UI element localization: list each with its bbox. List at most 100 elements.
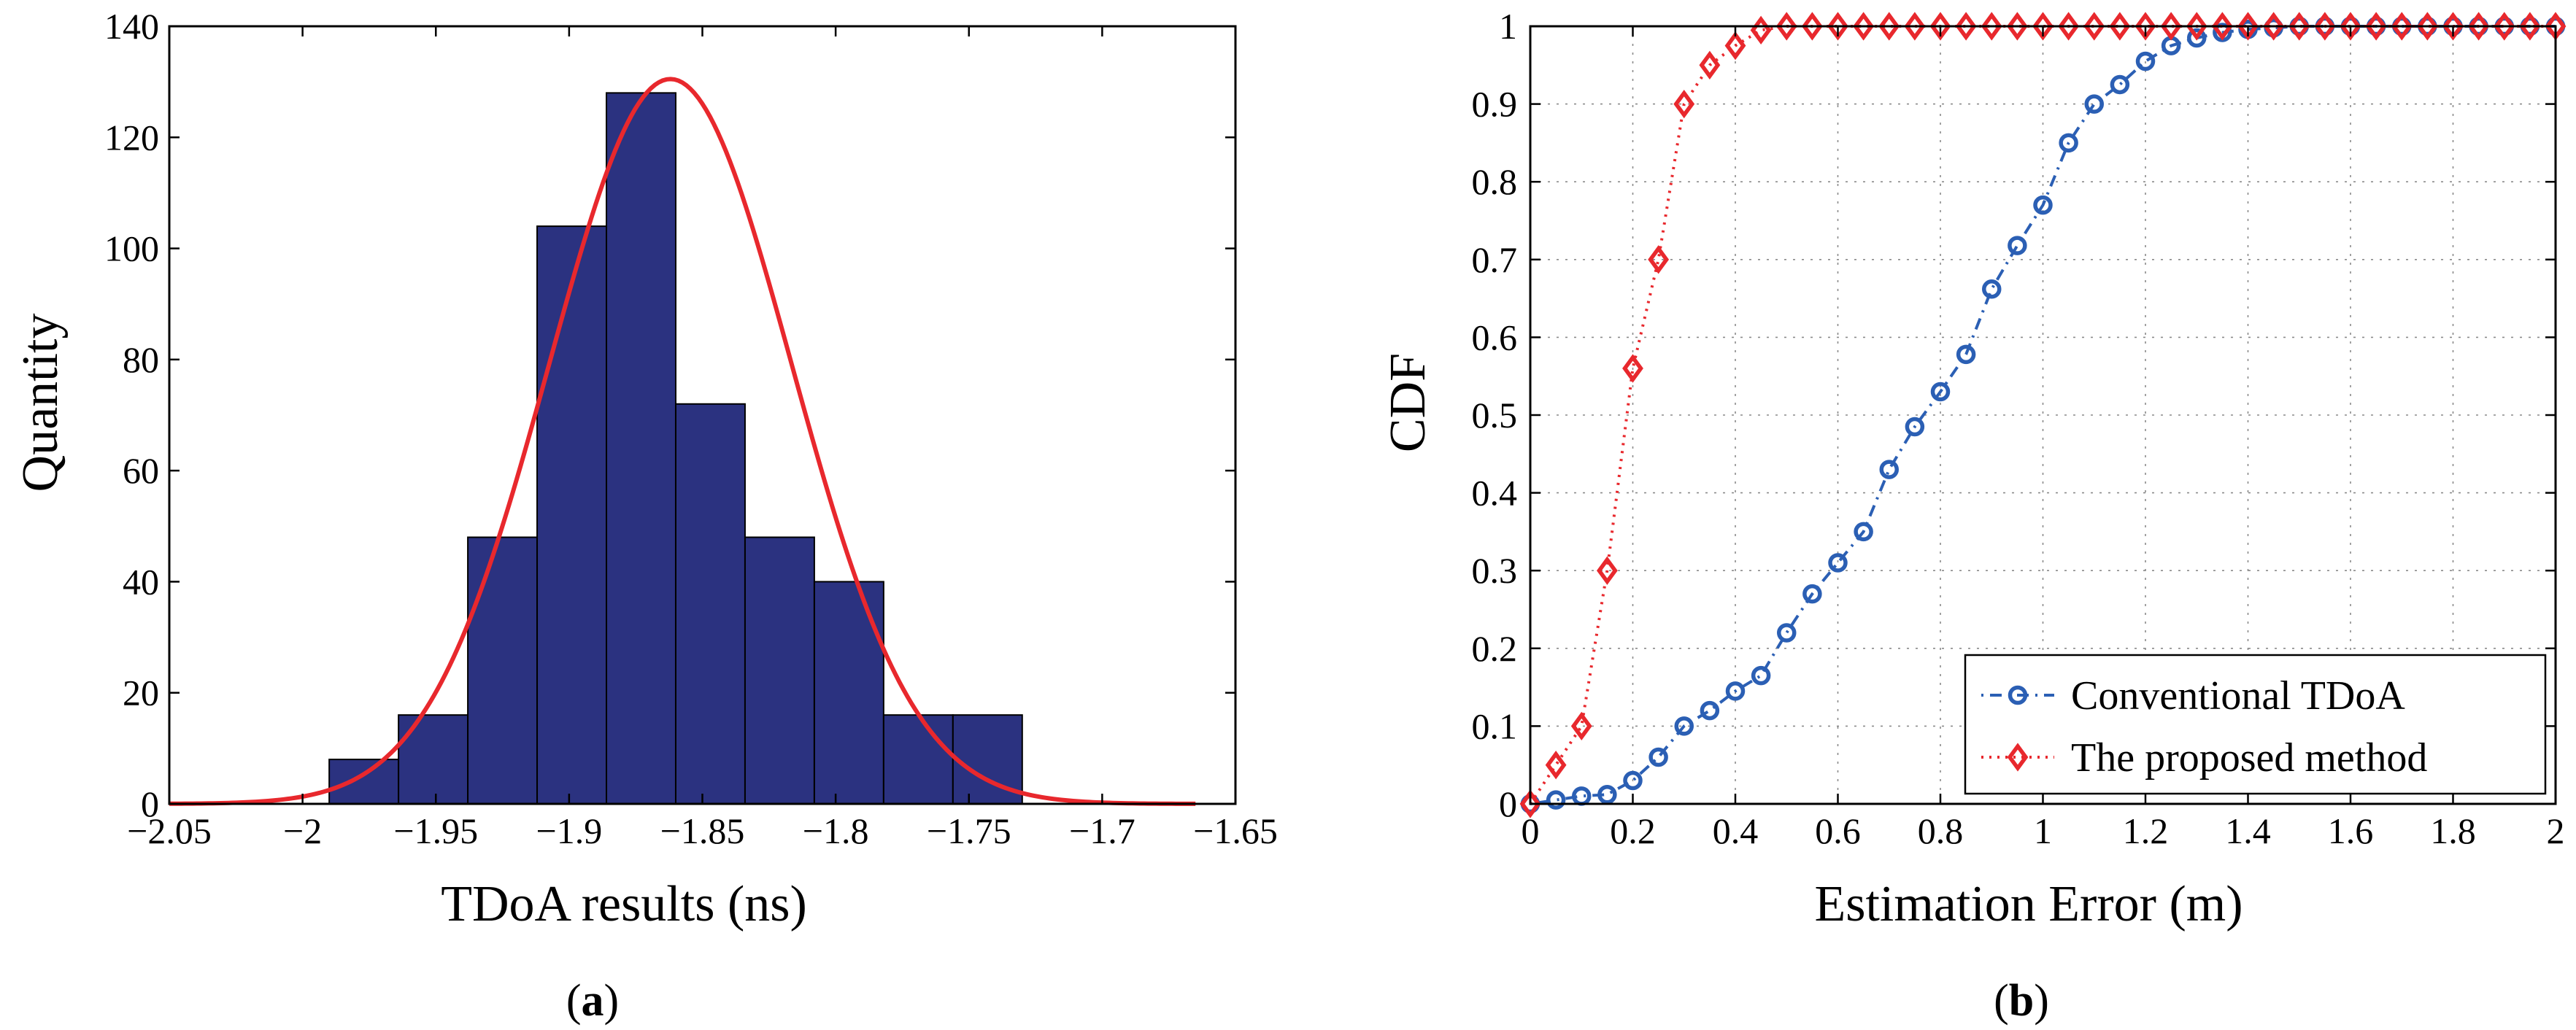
x-tick-label: 1 [2034, 810, 2052, 851]
y-tick-label: 0.4 [1472, 473, 1518, 514]
data-point-circle [2187, 28, 2207, 48]
data-point-diamond [1750, 15, 1772, 44]
panel-label-close: ) [604, 976, 620, 1026]
x-tick-label: 0 [1522, 810, 1540, 851]
panel-label-open: ( [1994, 976, 2009, 1026]
data-point-diamond [1878, 12, 1900, 41]
data-point-diamond [2519, 12, 2541, 41]
histogram-bar [536, 225, 608, 805]
x-axis-label: TDoA results (ns) [441, 876, 807, 932]
data-point-diamond [1570, 711, 1592, 741]
x-tick-label: −2.05 [127, 810, 212, 851]
y-tick-label: 100 [104, 228, 159, 269]
legend-entry-proposed-method: The proposed method [1981, 735, 2427, 781]
data-point-circle [1623, 770, 1643, 791]
legend-marker-diamond [2007, 743, 2029, 772]
data-point-circle [1982, 279, 2002, 299]
data-point-diamond [2340, 12, 2361, 41]
data-point-diamond [2391, 12, 2413, 41]
histogram-bar [467, 536, 539, 805]
data-point-diamond [1929, 12, 1951, 41]
data-point-diamond [2416, 12, 2438, 41]
normal-fit-line [169, 77, 1196, 806]
x-tick-label: 0.8 [1918, 810, 1964, 851]
legend-label: The proposed method [2071, 735, 2427, 781]
x-tick-label: −1.75 [927, 810, 1011, 851]
histogram-bar [813, 581, 884, 805]
y-tick-label: 0.6 [1472, 317, 1518, 357]
x-tick-label: −1.9 [536, 810, 603, 851]
fit-curve [169, 77, 1196, 806]
x-tick-label: 0.4 [1713, 810, 1759, 851]
data-point-diamond [1622, 354, 1643, 383]
data-point-circle [2033, 195, 2053, 215]
data-point-diamond [1545, 751, 1567, 780]
data-point-diamond [2468, 12, 2490, 41]
data-point-diamond [2083, 12, 2105, 41]
y-tick-label: 60 [123, 450, 159, 491]
x-tick-label: 0.2 [1610, 810, 1656, 851]
x-tick-label: −1.95 [393, 810, 478, 851]
x-tick-label: 1.4 [2225, 810, 2271, 851]
data-point-diamond [1724, 31, 1746, 61]
data-point-circle [2084, 94, 2104, 114]
x-tick-label: 0.6 [1815, 810, 1861, 851]
data-point-circle [1879, 460, 1899, 479]
histogram-panel: Quantity TDoA results (ns) −2.05 −2 −1.95−… [12, 6, 1278, 1026]
data-point-diamond [1904, 12, 1926, 41]
data-point-diamond [1801, 12, 1823, 41]
legend: Conventional TDoA The proposed method [1964, 654, 2547, 795]
data-point-diamond [2288, 12, 2310, 41]
histogram-bar [606, 92, 676, 805]
panel-label-a: (a) [566, 976, 619, 1026]
data-point-circle [1700, 700, 1720, 721]
data-point-diamond [2135, 12, 2156, 41]
y-tick-label: 140 [104, 6, 159, 47]
y-tick-label: 40 [123, 561, 159, 602]
x-axis-label: Estimation Error (m) [1814, 876, 2243, 932]
y-tick-label: 0 [141, 783, 159, 824]
x-tick-label: −1.7 [1069, 810, 1135, 851]
y-tick-label: 0.2 [1472, 628, 1518, 669]
data-point-diamond [2442, 12, 2464, 41]
y-tick-label: 0 [1499, 783, 1517, 824]
x-tick-label: 1.2 [2123, 810, 2169, 851]
y-tick-label: 0.1 [1472, 705, 1518, 746]
data-point-circle [1725, 681, 1746, 701]
data-point-diamond [1853, 12, 1875, 41]
data-point-circle [2135, 51, 2156, 71]
histogram-bar [398, 714, 469, 805]
y-tick-label: 1 [1499, 6, 1517, 47]
data-point-circle [1546, 790, 1566, 810]
data-point-circle [1777, 623, 1797, 643]
data-point-diamond [2186, 12, 2207, 41]
y-ticks: 0 0.1 0.2 0.3 0.4 0.5 0.6 0.7 0.8 0.9 1 [1472, 6, 2556, 824]
data-point-diamond [1981, 12, 2002, 41]
data-point-circle [1905, 417, 1925, 437]
y-tick-label: 0.3 [1472, 550, 1518, 591]
data-point-circle [1648, 747, 1668, 767]
data-point-circle [1674, 716, 1694, 736]
y-tick-label: 80 [123, 339, 159, 380]
x-ticks: −2.05 −2 −1.95 −1.9 −1.85 −1.8 −1.75 −1.7 −1.65 [127, 26, 1278, 851]
data-point-circle [1930, 382, 1951, 402]
histogram-bar [882, 714, 954, 805]
panel-label-close: ) [2034, 976, 2049, 1026]
panel-label-letter: b [2009, 976, 2034, 1026]
data-point-diamond [2109, 12, 2131, 41]
data-point-circle [1597, 784, 1617, 805]
data-point-diamond [1673, 89, 1695, 119]
data-point-diamond [2058, 12, 2080, 41]
data-point-diamond [2314, 12, 2336, 41]
y-tick-label: 0.9 [1472, 84, 1518, 125]
panel-label-b: (b) [1994, 976, 2049, 1026]
y-tick-label: 0.5 [1472, 395, 1518, 435]
x-tick-label: 2 [2547, 810, 2565, 851]
histogram-bar [744, 536, 815, 805]
data-point-diamond [1775, 12, 1797, 41]
data-point-diamond [1648, 245, 1670, 274]
data-point-circle [2110, 74, 2130, 95]
data-point-diamond [2494, 12, 2515, 41]
legend-entry-conventional-tdoa: Conventional TDoA [1981, 673, 2405, 719]
